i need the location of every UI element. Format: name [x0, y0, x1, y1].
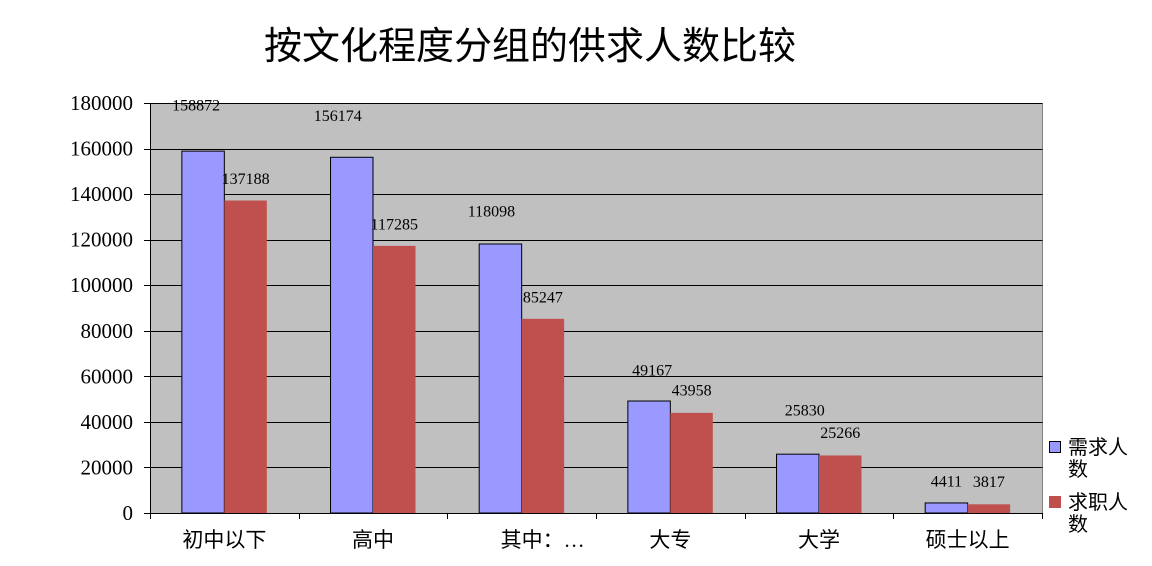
- data-label-demand-1: 156174: [314, 108, 362, 125]
- bar-demand-3: [627, 400, 671, 514]
- legend-item-jobseekers: 求职人数: [1049, 492, 1139, 542]
- gridlines: [150, 103, 1043, 514]
- y-tick-label: 40000: [81, 410, 134, 434]
- bar-jobseekers-1: [373, 245, 416, 513]
- bar-demand-1: [330, 156, 374, 514]
- legend-label-demand: 需求人数: [1068, 437, 1128, 481]
- data-label-jobseekers-1: 117285: [371, 216, 418, 233]
- bar-demand-0: [181, 150, 225, 514]
- data-label-jobseekers-2: 85247: [523, 289, 563, 306]
- bar-jobseekers-0: [224, 200, 267, 513]
- y-tick-label: 180000: [70, 91, 133, 115]
- y-tick-label: 80000: [81, 319, 134, 343]
- bar-jobseekers-3: [670, 412, 713, 513]
- x-category-label: 大学: [798, 528, 840, 552]
- bar-jobseekers-5: [967, 504, 1011, 513]
- legend-label-jobseekers: 求职人数: [1068, 492, 1128, 536]
- x-category-label: 硕士以上: [926, 528, 1010, 552]
- y-tick-label: 60000: [81, 364, 134, 388]
- data-label-jobseekers-5: 3817: [973, 474, 1005, 491]
- bar-demand-2: [478, 243, 523, 514]
- y-tick-label: 140000: [70, 182, 133, 206]
- x-category-label: 高中: [352, 528, 394, 552]
- x-category-label: 初中以下: [182, 528, 266, 552]
- bar-demand-4: [776, 453, 820, 514]
- legend-item-demand: 需求人数: [1049, 437, 1139, 487]
- y-tick-label: 0: [123, 501, 134, 525]
- data-label-demand-4: 25830: [785, 403, 825, 420]
- data-label-demand-5: 4411: [931, 473, 962, 490]
- y-axis-ticks: 0 20000 40000 60000 80000 100000 120000 140000 1…: [70, 91, 151, 525]
- y-tick-label: 20000: [81, 455, 134, 479]
- legend-swatch-jobseekers: [1049, 496, 1061, 508]
- data-label-jobseekers-0: 137188: [222, 171, 270, 188]
- data-label-demand-2: 118098: [468, 203, 515, 220]
- chart-title: 按文化程度分组的供求人数比较: [264, 26, 796, 68]
- bar-demand-5: [924, 502, 969, 514]
- data-label-jobseekers-3: 43958: [672, 382, 712, 399]
- x-category-label: 大专: [649, 528, 691, 552]
- y-tick-label: 100000: [70, 273, 133, 297]
- x-category-label: 其中：…: [501, 528, 585, 552]
- plot-area: [150, 103, 1043, 514]
- bar-jobseekers-4: [819, 455, 862, 513]
- data-labels: 158872 156174 118098 49167 25830 4411 137188 11…: [172, 98, 1005, 491]
- legend-swatch-demand: [1049, 441, 1061, 453]
- y-tick-label: 120000: [70, 228, 133, 252]
- bar-jobseekers-2: [521, 318, 565, 513]
- data-label-jobseekers-4: 25266: [820, 425, 860, 442]
- y-tick-label: 160000: [70, 137, 133, 161]
- data-label-demand-3: 49167: [632, 363, 672, 380]
- data-label-demand-0: 158872: [172, 98, 220, 115]
- x-axis-ticks: 初中以下 高中 其中：… 大专 大学 硕士以上: [150, 513, 1043, 552]
